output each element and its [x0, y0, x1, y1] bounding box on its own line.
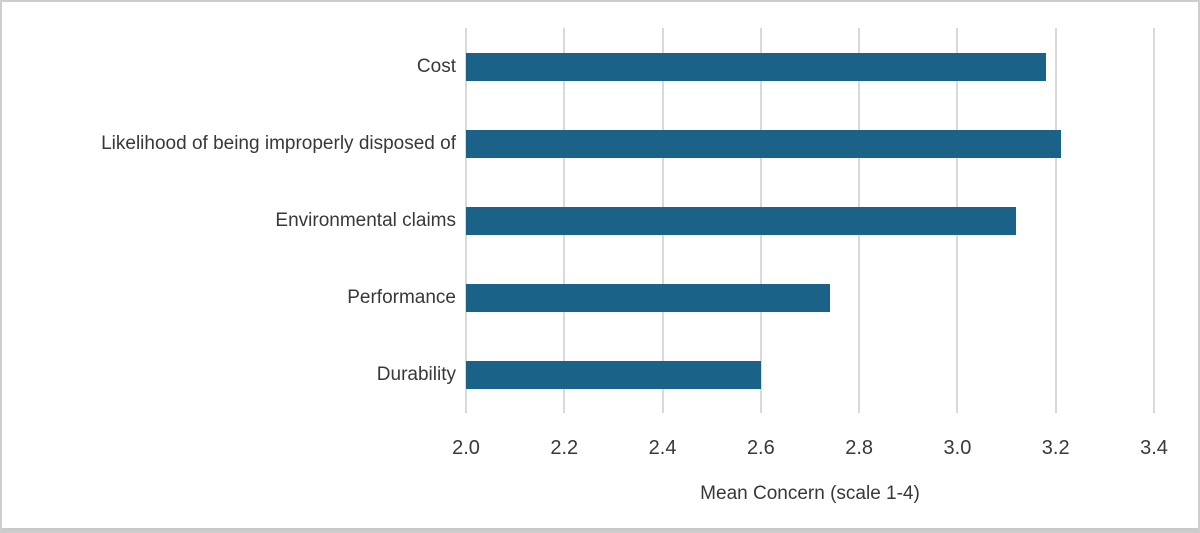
bar-durability: [466, 360, 761, 389]
bar-environmental-claims: [466, 206, 1017, 235]
category-label: Cost: [416, 55, 456, 77]
category-label: Likelihood of being improperly disposed …: [101, 132, 456, 154]
category-label: Environmental claims: [275, 209, 456, 231]
category-label: Performance: [347, 286, 456, 308]
x-tick-label: 2.2: [550, 437, 579, 459]
x-tick-label: 2.4: [648, 437, 677, 459]
bar-likelihood-of-being-improperly-disposed-of: [466, 129, 1061, 158]
x-tick-label: 3.0: [943, 437, 972, 459]
x-tick-label: 2.8: [845, 437, 874, 459]
bar-performance: [466, 283, 830, 312]
x-tick-label: 2.0: [452, 437, 480, 459]
x-tick-label: 3.2: [1041, 437, 1070, 459]
gridline: [1054, 28, 1057, 413]
bar-cost: [466, 52, 1046, 81]
category-label: Durability: [376, 363, 456, 385]
gridline: [1153, 28, 1155, 413]
x-tick-label: 2.6: [746, 437, 775, 459]
x-axis-title: Mean Concern (scale 1-4): [700, 483, 920, 504]
x-tick-label: 3.4: [1140, 437, 1168, 459]
